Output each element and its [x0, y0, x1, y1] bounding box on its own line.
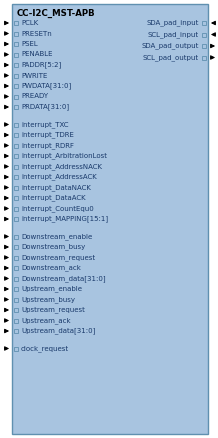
- Text: PSEL: PSEL: [21, 41, 38, 47]
- Bar: [202, 21, 206, 25]
- Bar: [14, 53, 18, 57]
- Text: Downstream_request: Downstream_request: [21, 254, 95, 261]
- Bar: [14, 329, 18, 333]
- Text: interrupt_DataACK: interrupt_DataACK: [21, 194, 86, 201]
- Bar: [14, 308, 18, 312]
- Bar: [14, 123, 18, 127]
- Text: Upstream_busy: Upstream_busy: [21, 296, 75, 303]
- Bar: [14, 21, 18, 25]
- Bar: [14, 74, 18, 78]
- Text: SCL_pad_output: SCL_pad_output: [143, 54, 199, 61]
- Bar: [14, 346, 18, 350]
- Bar: [14, 95, 18, 99]
- Text: Downstream_data[31:0]: Downstream_data[31:0]: [21, 275, 106, 282]
- Text: PENABLE: PENABLE: [21, 52, 53, 57]
- Bar: [202, 44, 206, 48]
- Bar: [14, 144, 18, 148]
- Text: Downstream_enable: Downstream_enable: [21, 233, 92, 240]
- Bar: [14, 165, 18, 169]
- Text: SCL_pad_input: SCL_pad_input: [148, 31, 199, 38]
- Text: interrupt_RDRF: interrupt_RDRF: [21, 142, 74, 149]
- Text: PWDATA[31:0]: PWDATA[31:0]: [21, 83, 71, 89]
- Text: clock_request: clock_request: [21, 345, 69, 352]
- Text: interrupt_MAPPING[15:1]: interrupt_MAPPING[15:1]: [21, 215, 108, 223]
- Bar: [14, 318, 18, 322]
- Bar: [202, 56, 206, 60]
- Bar: [14, 32, 18, 35]
- Text: PCLK: PCLK: [21, 20, 38, 26]
- Bar: [14, 133, 18, 137]
- Text: PRESETn: PRESETn: [21, 31, 52, 36]
- Text: Upstream_request: Upstream_request: [21, 307, 85, 313]
- Bar: [12, 4, 208, 434]
- Text: interrupt_AddressACK: interrupt_AddressACK: [21, 173, 97, 180]
- Bar: [14, 196, 18, 200]
- Bar: [14, 297, 18, 301]
- Text: interrupt_AddressNACK: interrupt_AddressNACK: [21, 163, 102, 170]
- Bar: [14, 245, 18, 249]
- Text: Downstream_busy: Downstream_busy: [21, 244, 85, 251]
- Bar: [14, 234, 18, 239]
- Text: PREADY: PREADY: [21, 93, 48, 99]
- Text: CC-I2C_MST-APB: CC-I2C_MST-APB: [17, 9, 96, 18]
- Bar: [14, 287, 18, 291]
- Text: SDA_pad_output: SDA_pad_output: [142, 42, 199, 49]
- Bar: [14, 206, 18, 211]
- Text: PWRITE: PWRITE: [21, 73, 47, 78]
- Text: Upstream_ack: Upstream_ack: [21, 317, 71, 324]
- Bar: [14, 154, 18, 158]
- Text: Downstream_ack: Downstream_ack: [21, 265, 81, 272]
- Bar: [14, 217, 18, 221]
- Bar: [14, 186, 18, 190]
- Text: Upstream_data[31:0]: Upstream_data[31:0]: [21, 328, 95, 334]
- Text: SDA_pad_input: SDA_pad_input: [147, 20, 199, 26]
- Text: interrupt_DataNACK: interrupt_DataNACK: [21, 184, 91, 191]
- Bar: [14, 266, 18, 270]
- Text: interrupt_TXC: interrupt_TXC: [21, 121, 68, 128]
- Bar: [14, 42, 18, 46]
- Text: PRDATA[31:0]: PRDATA[31:0]: [21, 104, 69, 110]
- Bar: [14, 175, 18, 179]
- Text: Upstream_enable: Upstream_enable: [21, 286, 82, 293]
- Bar: [14, 84, 18, 88]
- Text: interrupt_TDRE: interrupt_TDRE: [21, 132, 74, 138]
- Bar: [14, 276, 18, 280]
- Text: interrupt_CountEqu0: interrupt_CountEqu0: [21, 205, 94, 212]
- Text: PADDR[5:2]: PADDR[5:2]: [21, 62, 61, 68]
- Bar: [14, 255, 18, 259]
- Bar: [14, 63, 18, 67]
- Bar: [14, 105, 18, 109]
- Text: interrupt_ArbitrationLost: interrupt_ArbitrationLost: [21, 152, 107, 159]
- Bar: [202, 32, 206, 36]
